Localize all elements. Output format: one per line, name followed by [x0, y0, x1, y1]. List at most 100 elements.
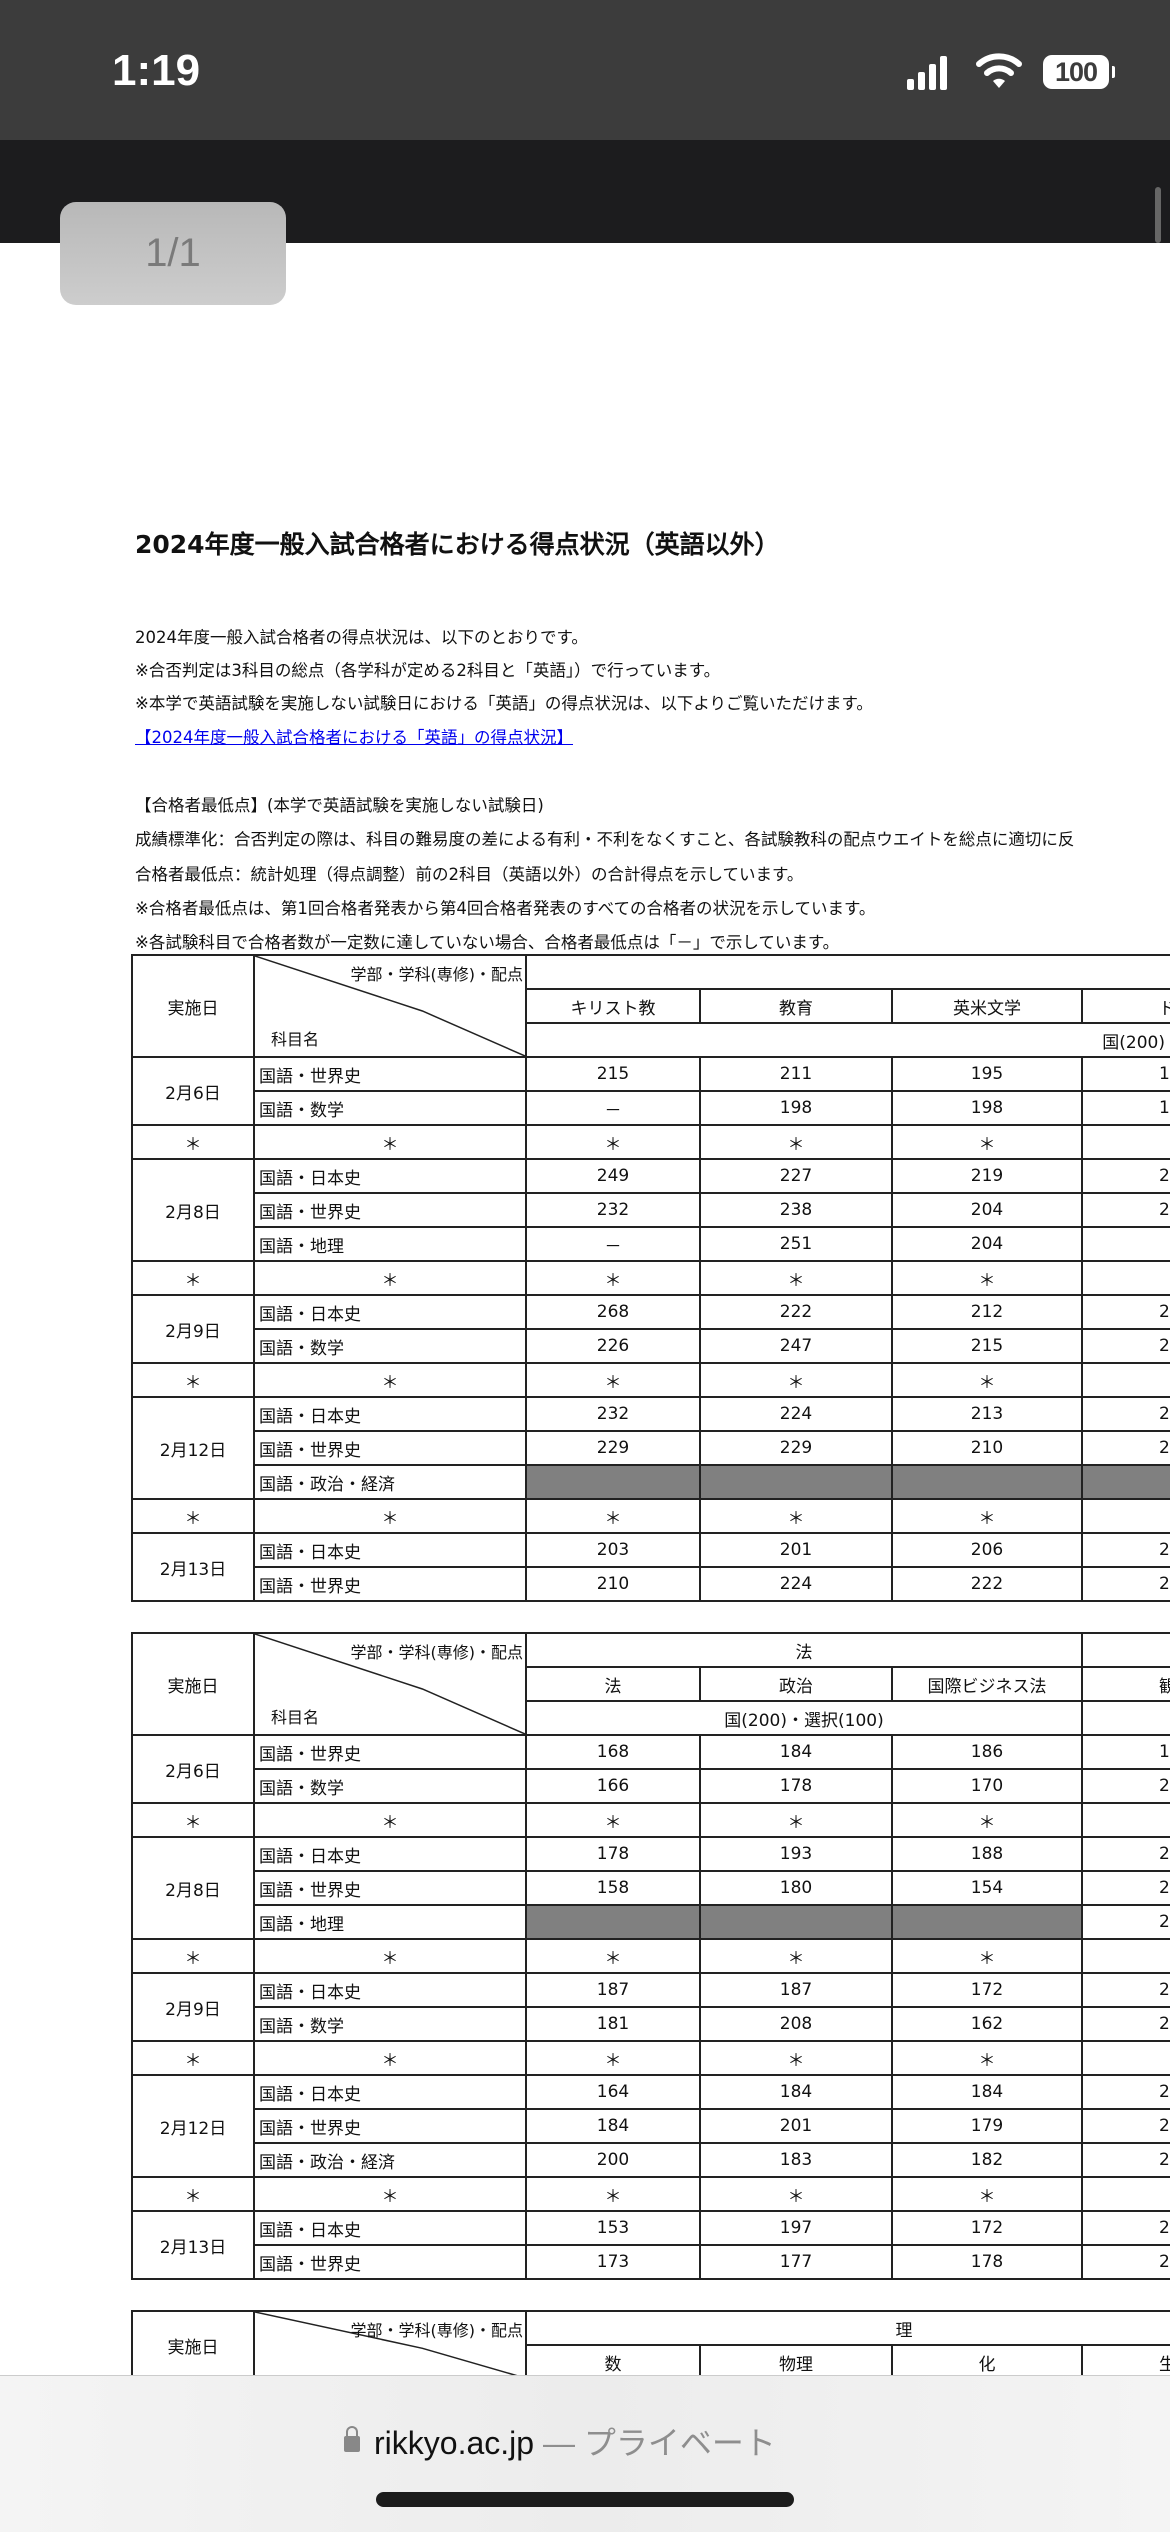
min-score-cell: 170: [890, 1768, 1084, 1804]
subject-header: 科目名: [271, 1030, 320, 1049]
exam-date: 2月12日: [131, 2074, 255, 2178]
separator-row: ＊＊＊＊＊: [131, 1260, 1170, 1296]
min-score-cell: 215: [891, 1328, 1083, 1364]
min-score-cell: 201: [699, 2108, 893, 2144]
subject-name: 国語・世界史: [253, 1870, 527, 1906]
separator-row: ＊＊＊＊＊: [131, 1362, 1170, 1398]
clock: 1:19: [112, 46, 201, 95]
scrollbar[interactable]: [1155, 187, 1161, 243]
subject-name: 国語・数学: [253, 1090, 527, 1126]
min-score-cell: 204: [891, 1192, 1083, 1228]
separator-cell: ＊: [131, 1124, 255, 1160]
min-score-cell: 210: [525, 1566, 701, 1602]
separator-cell: [1081, 1362, 1170, 1398]
min-score-cell: 2: [1081, 2142, 1170, 2178]
min-score-cell: 226: [525, 1328, 701, 1364]
subject-name: 国語・世界史: [253, 1566, 527, 1602]
min-score-cell: －: [525, 1090, 701, 1126]
separator-cell: ＊: [131, 1802, 255, 1838]
min-score-cell: 184: [699, 1734, 893, 1770]
min-score-cell: －: [525, 1226, 701, 1262]
separator-cell: ＊: [891, 1498, 1083, 1534]
min-score-cell: 247: [699, 1328, 893, 1364]
diagonal-line: [255, 1634, 525, 1734]
allocation-cell: 国(200)・選択(100): [524, 1700, 1084, 1736]
min-score-cell: 232: [525, 1396, 701, 1432]
table-row: 2月12日 国語・日本史 164 184 184 2: [131, 2074, 1170, 2178]
subject-name: 国語・世界史: [253, 2108, 527, 2144]
min-score-cell: 232: [525, 1192, 701, 1228]
not-applicable-cell: [525, 1904, 701, 1940]
separator-cell: ＊: [253, 1260, 527, 1296]
min-score-cell: 2: [1081, 2108, 1170, 2144]
min-score-cell: 2: [1081, 1768, 1170, 1804]
separator-cell: ＊: [525, 2176, 701, 2212]
header-row: 実施日 学部・学科(専修)・配点理: [131, 2310, 1170, 2375]
min-score-cell: 2: [1081, 1566, 1170, 1602]
table-row: 国語・世界史 232 238 204 2: [132, 1192, 1170, 1228]
table-row: 2月8日 国語・日本史 178 193 188 2: [131, 1836, 1170, 1940]
min-score-cell: 162: [890, 2006, 1084, 2042]
min-score-cell: 1: [1081, 1734, 1170, 1770]
subject-name: 国語・数学: [253, 1328, 527, 1364]
min-score-cell: 2: [1081, 2244, 1170, 2280]
min-score-cell: 158: [525, 1870, 701, 1906]
min-score-cell: 222: [699, 1294, 893, 1330]
separator-cell: ＊: [525, 1498, 701, 1534]
separator-cell: ＊: [890, 1802, 1084, 1838]
min-score-cell: 2: [1081, 1158, 1170, 1194]
table-row: 国語・地理 2: [132, 1904, 1170, 1940]
home-indicator[interactable]: [376, 2492, 794, 2507]
min-score-cell: 172: [890, 1972, 1084, 2008]
date-header: 実施日: [131, 1632, 255, 1736]
separator-cell: ＊: [891, 1260, 1083, 1296]
min-score-cell: 219: [891, 1158, 1083, 1194]
department-header: 学部・学科(専修)・配点: [350, 1643, 524, 1662]
separator-cell: ＊: [131, 2176, 255, 2212]
separator-cell: ＊: [699, 2176, 893, 2212]
separator-cell: [1081, 1938, 1170, 1974]
min-score-cell: 249: [525, 1158, 701, 1194]
min-score-cell: 1: [1081, 1090, 1170, 1126]
department-column-header: 生: [1081, 2344, 1170, 2375]
min-score-cell: 182: [890, 2142, 1084, 2178]
department-header: 学部・学科(専修)・配点: [350, 965, 524, 984]
cellular-signal-icon: [907, 56, 949, 90]
min-score-cell: 200: [525, 2142, 701, 2178]
min-score-cell: 208: [699, 2006, 893, 2042]
subject-name: 国語・世界史: [253, 1192, 527, 1228]
not-applicable-cell: [890, 1904, 1084, 1940]
not-applicable-cell: [525, 1464, 701, 1500]
english-score-link[interactable]: 【2024年度一般入試合格者における「英語」の得点状況】: [135, 728, 573, 747]
subject-header: 科目名: [271, 1708, 320, 1727]
lock-icon: [344, 2426, 360, 2452]
separator-cell: ＊: [525, 1938, 701, 1974]
min-score-cell: 203: [525, 1532, 701, 1568]
department-column-header: 英米文学: [891, 988, 1083, 1024]
pdf-page: 2024年度一般入試合格者における得点状況（英語以外） 2024年度一般入試合格…: [0, 243, 1170, 2375]
min-score-cell: 186: [890, 1734, 1084, 1770]
exam-date: 2月6日: [131, 1734, 255, 1804]
exam-date: 2月8日: [131, 1836, 255, 1940]
min-score-cell: 2: [1081, 1870, 1170, 1906]
separator-cell: ＊: [699, 1498, 893, 1534]
separator-cell: [1081, 2040, 1170, 2076]
min-score-cell: 206: [891, 1532, 1083, 1568]
subject-name: 国語・数学: [253, 1768, 527, 1804]
separator-cell: ＊: [891, 1362, 1083, 1398]
url-display[interactable]: rikkyo.ac.jp — プライベート: [344, 2418, 776, 2464]
separator-cell: ＊: [131, 1938, 255, 1974]
department-column-header: 教育: [699, 988, 893, 1024]
separator-cell: ＊: [699, 1938, 893, 1974]
table-row: 2月6日 国語・世界史 215 211 195 1: [131, 1056, 1170, 1126]
min-score-cell: 153: [525, 2210, 701, 2246]
diagonal-line: [255, 956, 525, 1056]
exam-date: 2月9日: [131, 1294, 255, 1364]
min-score-cell: 2: [1081, 1192, 1170, 1228]
department-column-header: キリスト教: [525, 988, 701, 1024]
exam-date: 2月8日: [131, 1158, 255, 1262]
browser-address-bar[interactable]: rikkyo.ac.jp — プライベート: [0, 2375, 1170, 2532]
diagonal-line: [255, 2312, 525, 2375]
separator-cell: ＊: [253, 1498, 527, 1534]
table-row: 2月13日 国語・日本史 203 201 206 2: [131, 1532, 1170, 1602]
